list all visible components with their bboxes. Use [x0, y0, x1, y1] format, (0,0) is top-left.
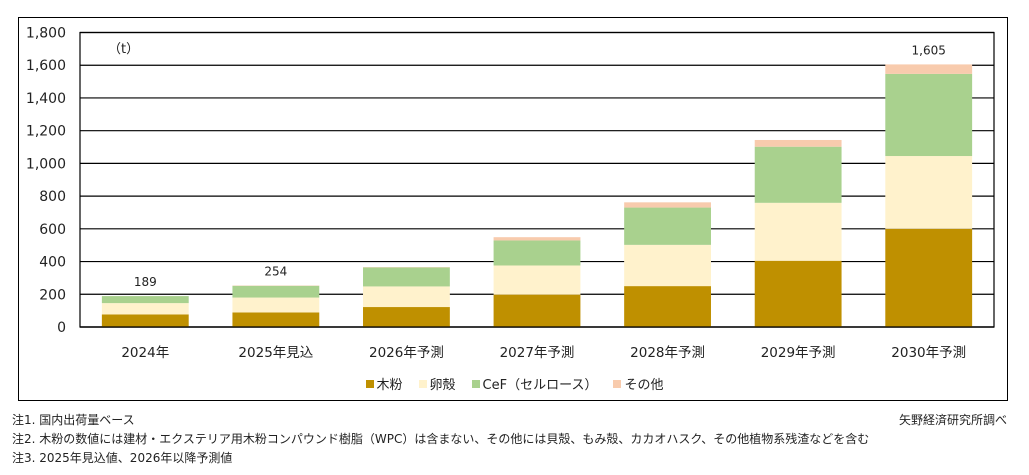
- x-tick-label: 2027年予測: [500, 345, 575, 361]
- note-3: 注3. 2025年見込値、2026年以降予測値: [12, 451, 233, 465]
- bar-segment: [754, 139, 842, 147]
- bar-segment: [101, 303, 189, 315]
- bar-segment: [754, 260, 842, 327]
- legend-item-wood: 木粉: [365, 374, 403, 393]
- x-tick-label: 2024年: [121, 345, 169, 361]
- legend-item-eggshell: 卵殻: [418, 374, 456, 393]
- bar-segment: [885, 228, 973, 327]
- bar-segment: [493, 265, 581, 295]
- y-tick-label: 200: [39, 287, 66, 303]
- y-tick-label: 1,400: [26, 91, 66, 107]
- note-1: 注1. 国内出荷量ベース: [12, 413, 135, 427]
- bar-segment: [232, 297, 320, 313]
- x-tick-label: 2026年予測: [369, 345, 444, 361]
- x-tick-label: 2025年見込: [238, 345, 313, 361]
- y-tick-label: 600: [39, 222, 66, 238]
- bar-segment: [624, 207, 711, 245]
- bar-segment: [754, 202, 842, 261]
- y-tick-label: 1,600: [26, 58, 66, 74]
- legend-swatch: [613, 379, 622, 388]
- legend-label: CeF（セルロース）: [482, 378, 598, 393]
- bar-segment: [232, 312, 320, 327]
- bar-segment: [624, 244, 711, 287]
- legend-swatch: [471, 379, 480, 388]
- bar-segment: [885, 73, 973, 157]
- x-tick-label: 2028年予測: [630, 345, 705, 361]
- x-tick-label: 2029年予測: [761, 345, 836, 361]
- legend-item-cef: CeF（セルロース）: [471, 374, 598, 393]
- chart-frame: [18, 17, 1008, 401]
- y-tick-label: 800: [39, 189, 66, 205]
- y-tick-label: 1,000: [26, 156, 66, 172]
- total-label: 254: [264, 264, 287, 278]
- total-label: 1,605: [912, 43, 946, 57]
- unit-label: （t）: [108, 42, 139, 57]
- y-tick-label: 400: [39, 255, 66, 271]
- legend-swatch: [418, 379, 427, 388]
- bar-segment: [101, 296, 189, 304]
- note-2: 注2. 木粉の数値には建材・エクステリア用木粉コンパウンド樹脂（WPC）は含まな…: [12, 432, 870, 446]
- bar-segment: [754, 146, 842, 203]
- y-tick-label: 1,800: [26, 26, 66, 42]
- legend-item-other: その他: [613, 374, 663, 393]
- bar-segment: [493, 237, 581, 241]
- bar-segment: [885, 64, 973, 74]
- bar-segment: [493, 240, 581, 266]
- total-label: 189: [134, 275, 157, 289]
- source-credit: 矢野経済研究所調べ: [898, 413, 1007, 427]
- bar-segment: [363, 307, 450, 327]
- x-tick-label: 2030年予測: [891, 345, 966, 361]
- bar-segment: [101, 314, 189, 327]
- legend: 木粉 卵殻 CeF（セルロース） その他: [0, 374, 1029, 393]
- bar-segment: [624, 202, 711, 208]
- legend-swatch: [365, 379, 374, 388]
- y-tick-label: 1,200: [26, 124, 66, 140]
- legend-label: その他: [624, 378, 664, 393]
- bar-segment: [363, 267, 450, 287]
- bar-segment: [885, 156, 973, 229]
- bar-segment: [363, 286, 450, 308]
- y-tick-label: 0: [57, 320, 66, 336]
- bar-segment: [493, 294, 581, 327]
- legend-label: 卵殻: [429, 378, 456, 393]
- bar-segment: [624, 286, 711, 327]
- legend-label: 木粉: [376, 378, 403, 393]
- bar-segment: [232, 285, 320, 298]
